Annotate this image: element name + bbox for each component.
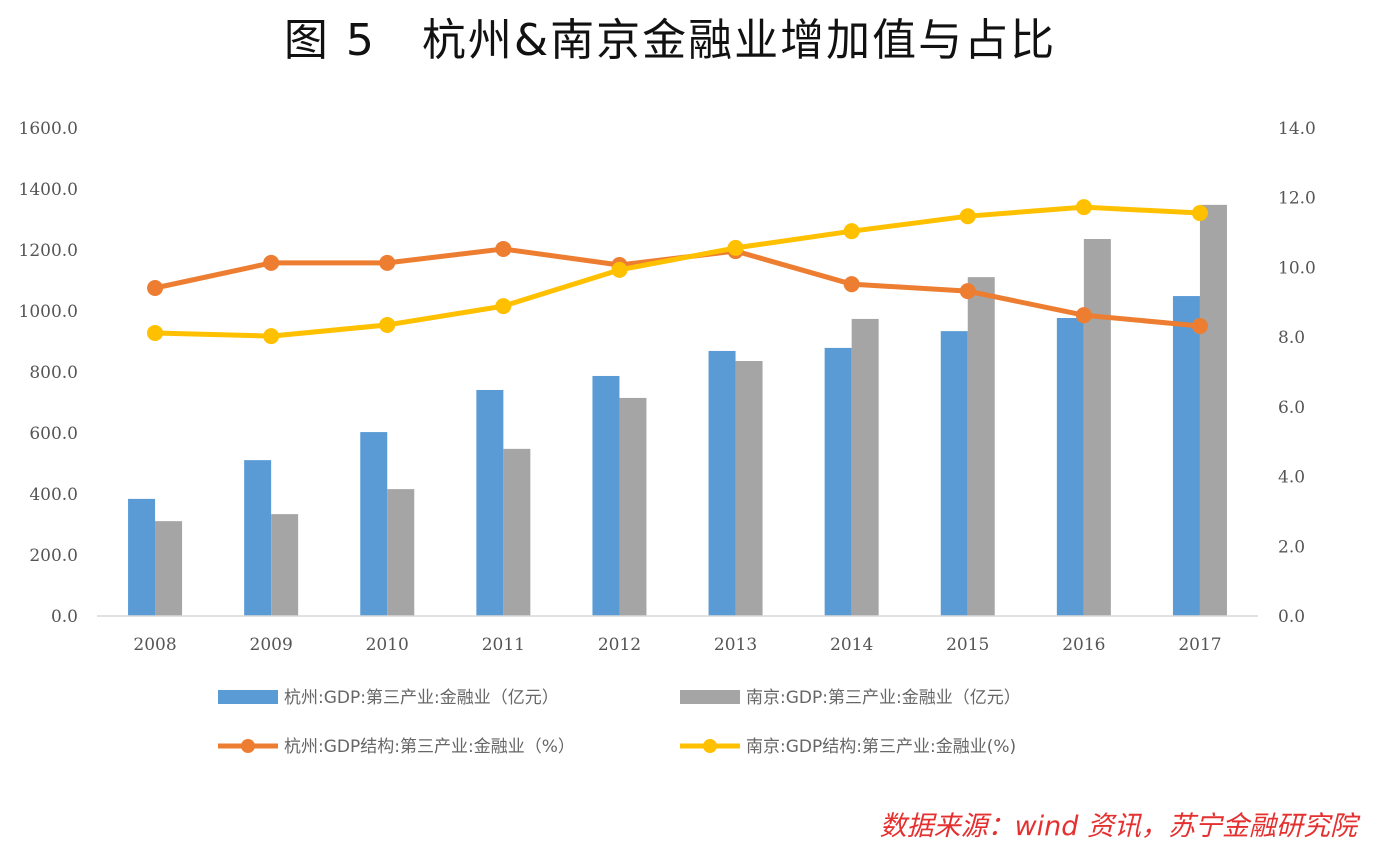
legend-label: 杭州:GDP结构:第三产业:金融业（%） — [284, 737, 575, 757]
bar-hangzhou — [244, 460, 272, 616]
chart-title: 图 5 杭州&南京金融业增加值与占比 — [283, 15, 1057, 66]
bar-nanjing — [619, 397, 647, 616]
point-nanjing — [843, 223, 860, 240]
x-tick-label: 2014 — [830, 635, 873, 655]
x-tick-label: 2009 — [250, 635, 293, 655]
bar-hangzhou — [708, 350, 736, 616]
bar-hangzhou — [1172, 296, 1200, 616]
bar-hangzhou — [824, 347, 852, 616]
y-left-tick-label: 400.0 — [29, 485, 78, 505]
bar-hangzhou — [476, 389, 504, 616]
point-hangzhou — [843, 276, 860, 293]
x-tick-label: 2012 — [598, 635, 641, 655]
bar-nanjing — [503, 448, 531, 616]
y-right-tick-label: 12.0 — [1278, 189, 1316, 209]
legend-label: 南京:GDP结构:第三产业:金融业(%) — [746, 737, 1016, 757]
point-hangzhou — [959, 283, 976, 300]
x-tick-label: 2016 — [1062, 635, 1105, 655]
point-hangzhou — [1191, 317, 1208, 334]
bar-nanjing — [1199, 204, 1227, 617]
x-tick-label: 2010 — [366, 635, 409, 655]
y-right-tick-label: 6.0 — [1278, 398, 1305, 418]
y-left-tick-label: 1200.0 — [19, 241, 78, 261]
y-left-tick-label: 1400.0 — [19, 180, 78, 200]
y-right-tick-label: 0.0 — [1278, 607, 1305, 627]
bar-hangzhou — [360, 432, 388, 616]
point-hangzhou — [379, 254, 396, 271]
legend-marker — [241, 739, 255, 753]
x-tick-label: 2008 — [133, 635, 176, 655]
point-nanjing — [495, 298, 512, 315]
point-nanjing — [1075, 199, 1092, 216]
bar-hangzhou — [940, 331, 968, 616]
point-hangzhou — [495, 240, 512, 257]
point-hangzhou — [263, 254, 280, 271]
line-nanjing — [154, 204, 1201, 339]
bar-nanjing — [271, 514, 299, 616]
legend-label: 杭州:GDP:第三产业:金融业（亿元） — [284, 688, 559, 708]
y-left-tick-label: 200.0 — [29, 546, 78, 566]
bar-hangzhou — [1056, 318, 1084, 616]
y-left-tick-label: 1000.0 — [19, 302, 78, 322]
source-note: 数据来源：wind 资讯，苏宁金融研究院 — [879, 811, 1357, 842]
legend-swatch — [218, 690, 278, 704]
y-right-tick-label: 14.0 — [1278, 119, 1316, 139]
point-nanjing — [263, 328, 280, 345]
point-nanjing — [147, 324, 164, 341]
y-left-tick-label: 600.0 — [29, 424, 78, 444]
legend-label: 南京:GDP:第三产业:金融业（亿元） — [746, 688, 1021, 708]
x-tick-label: 2013 — [714, 635, 757, 655]
point-nanjing — [1191, 205, 1208, 222]
legend-swatch — [680, 690, 740, 704]
bar-hangzhou — [128, 498, 156, 616]
bar-nanjing — [155, 521, 183, 616]
bar-hangzhou — [592, 375, 620, 616]
point-nanjing — [727, 239, 744, 256]
point-hangzhou — [1075, 307, 1092, 324]
x-tick-label: 2015 — [946, 635, 989, 655]
bar-nanjing — [967, 277, 995, 616]
legend-marker — [703, 739, 717, 753]
y-left-tick-label: 0.0 — [51, 607, 78, 627]
y-left-tick-label: 1600.0 — [19, 119, 78, 139]
x-tick-label: 2017 — [1178, 635, 1221, 655]
point-nanjing — [611, 261, 628, 278]
y-right-tick-label: 8.0 — [1278, 328, 1305, 348]
y-right-tick-label: 4.0 — [1278, 468, 1305, 488]
bar-nanjing — [851, 318, 879, 616]
bar-nanjing — [735, 361, 763, 616]
y-right-tick-label: 10.0 — [1278, 258, 1316, 278]
bar-nanjing — [387, 489, 415, 616]
y-left-tick-label: 800.0 — [29, 363, 78, 383]
bar-nanjing — [1083, 239, 1111, 616]
point-hangzhou — [147, 279, 164, 296]
y-right-tick-label: 2.0 — [1278, 537, 1305, 557]
point-nanjing — [959, 208, 976, 225]
point-nanjing — [379, 316, 396, 333]
x-tick-label: 2011 — [482, 635, 525, 655]
